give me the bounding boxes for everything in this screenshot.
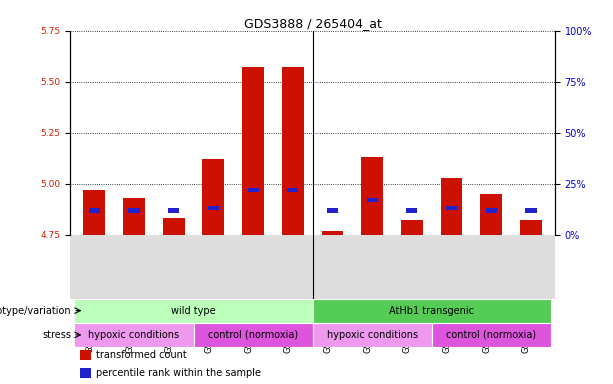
Bar	[242, 68, 264, 235]
Bar	[129, 208, 140, 212]
Bar	[367, 198, 378, 202]
Bar	[481, 194, 502, 235]
Bar	[74, 323, 194, 347]
Bar	[163, 218, 185, 235]
Bar	[446, 206, 457, 210]
Bar	[287, 188, 299, 192]
Text: hypoxic conditions: hypoxic conditions	[327, 330, 417, 340]
Bar	[432, 323, 551, 347]
Bar	[313, 323, 432, 347]
Bar	[401, 220, 423, 235]
Bar	[322, 231, 343, 235]
Bar	[313, 298, 551, 323]
Bar	[80, 350, 91, 360]
Bar	[361, 157, 383, 235]
Bar	[194, 323, 313, 347]
Title: GDS3888 / 265404_at: GDS3888 / 265404_at	[244, 17, 381, 30]
Bar	[485, 208, 497, 212]
Bar	[208, 206, 219, 210]
Bar	[202, 159, 224, 235]
Bar	[83, 190, 105, 235]
Bar	[282, 68, 303, 235]
Text: wild type: wild type	[171, 306, 216, 316]
Bar	[74, 298, 313, 323]
Bar	[525, 208, 536, 212]
Bar	[520, 220, 542, 235]
Bar	[168, 208, 179, 212]
Text: control (normoxia): control (normoxia)	[208, 330, 298, 340]
Bar	[123, 198, 145, 235]
Text: hypoxic conditions: hypoxic conditions	[88, 330, 180, 340]
Bar	[327, 208, 338, 212]
Text: percentile rank within the sample: percentile rank within the sample	[96, 367, 261, 377]
Bar	[248, 188, 259, 192]
Bar	[89, 208, 100, 212]
Bar	[406, 208, 417, 212]
Text: transformed count: transformed count	[96, 350, 186, 360]
Text: AtHb1 transgenic: AtHb1 transgenic	[389, 306, 474, 316]
Bar	[80, 367, 91, 377]
Bar	[441, 178, 462, 235]
Text: stress: stress	[42, 330, 71, 340]
Text: genotype/variation: genotype/variation	[0, 306, 71, 316]
Text: control (normoxia): control (normoxia)	[446, 330, 536, 340]
